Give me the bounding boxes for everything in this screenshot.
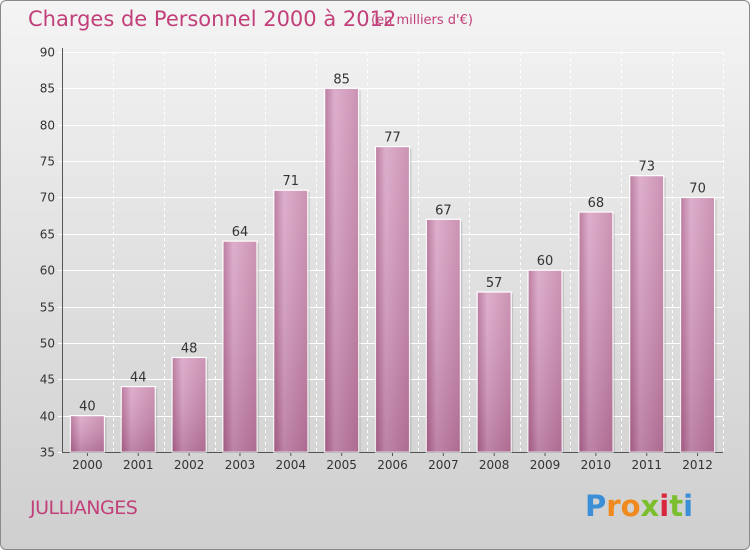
y-tick-label: 60 bbox=[40, 264, 55, 278]
value-label: 85 bbox=[333, 72, 350, 87]
y-tick-label: 70 bbox=[40, 191, 55, 205]
bar-shade bbox=[70, 415, 105, 452]
bars bbox=[69, 87, 717, 453]
value-labels: 40 44 48 64 71 85 77 67 57 60 68 73 70 bbox=[79, 72, 706, 414]
value-label: 67 bbox=[435, 203, 452, 218]
value-label: 60 bbox=[537, 254, 554, 269]
bar-shade bbox=[426, 219, 461, 452]
y-tick-label: 50 bbox=[40, 337, 55, 351]
x-tick-label: 2008 bbox=[479, 458, 510, 472]
y-tick-label: 90 bbox=[40, 46, 55, 60]
value-label: 57 bbox=[486, 276, 503, 291]
svg-text:Proxiti: Proxiti bbox=[585, 489, 693, 523]
value-label: 70 bbox=[689, 181, 706, 196]
bar-shade bbox=[172, 357, 207, 452]
x-tick-label: 2010 bbox=[581, 458, 612, 472]
value-label: 64 bbox=[232, 225, 249, 240]
y-tick-label: 45 bbox=[40, 373, 55, 387]
chart-title: Charges de Personnel 2000 à 2012 bbox=[28, 7, 397, 31]
proxiti-logo: Proxiti bbox=[585, 489, 693, 523]
x-tick-label: 2009 bbox=[530, 458, 561, 472]
bar-shade bbox=[528, 270, 563, 452]
x-tick-label: 2012 bbox=[682, 458, 713, 472]
bar-shade bbox=[324, 88, 359, 452]
x-tick-label: 2001 bbox=[123, 458, 154, 472]
bar-shade bbox=[222, 241, 257, 452]
bar-shade bbox=[273, 190, 308, 452]
x-tick-label: 2005 bbox=[326, 458, 357, 472]
bar-shade bbox=[680, 197, 715, 452]
y-tick-label: 65 bbox=[40, 228, 55, 242]
x-tick-label: 2004 bbox=[276, 458, 307, 472]
value-label: 48 bbox=[181, 341, 198, 356]
x-tick-label: 2002 bbox=[174, 458, 205, 472]
x-tick-label: 2007 bbox=[428, 458, 459, 472]
y-tick-label: 75 bbox=[40, 155, 55, 169]
value-label: 71 bbox=[283, 174, 300, 189]
bar-shade bbox=[375, 146, 410, 452]
y-tick-label: 55 bbox=[40, 301, 55, 315]
x-tick-label: 2006 bbox=[377, 458, 408, 472]
x-tick-label: 2011 bbox=[631, 458, 662, 472]
commune-name: JULLIANGES bbox=[30, 497, 138, 519]
y-tick-label: 35 bbox=[40, 446, 55, 460]
y-tick-label: 40 bbox=[40, 410, 55, 424]
y-tick-label: 80 bbox=[40, 119, 55, 133]
bar-shade bbox=[578, 212, 613, 452]
bar-shade bbox=[121, 386, 156, 452]
value-label: 44 bbox=[130, 371, 147, 386]
value-label: 40 bbox=[79, 400, 96, 415]
value-label: 68 bbox=[588, 196, 605, 211]
value-label: 73 bbox=[638, 160, 655, 175]
x-tick-label: 2000 bbox=[72, 458, 103, 472]
x-tick-label: 2003 bbox=[225, 458, 256, 472]
chart-subtitle: (en milliers d'€) bbox=[371, 13, 473, 28]
bar-shade bbox=[477, 292, 512, 452]
y-tick-label: 85 bbox=[40, 82, 55, 96]
bar-shade bbox=[629, 175, 664, 453]
value-label: 77 bbox=[384, 131, 401, 146]
